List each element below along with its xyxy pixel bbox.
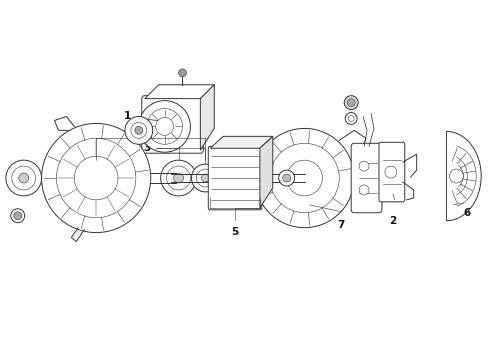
Polygon shape [446,131,481,221]
Circle shape [348,116,354,121]
Polygon shape [145,85,214,99]
Circle shape [14,212,22,220]
Circle shape [287,160,322,196]
Text: 5: 5 [231,227,239,237]
Circle shape [139,100,191,152]
Circle shape [196,169,214,187]
FancyBboxPatch shape [351,143,382,213]
Circle shape [192,164,219,192]
FancyBboxPatch shape [208,146,262,210]
Text: 3: 3 [144,143,151,153]
Circle shape [344,96,358,109]
Polygon shape [210,136,273,148]
Circle shape [147,109,182,144]
Circle shape [167,166,191,190]
Circle shape [173,173,183,183]
Circle shape [345,113,357,125]
FancyBboxPatch shape [142,96,203,153]
Circle shape [283,174,291,182]
Circle shape [359,185,369,195]
Text: 2: 2 [389,216,396,226]
Circle shape [156,117,173,135]
Polygon shape [260,136,273,208]
Text: 4: 4 [147,118,154,129]
Circle shape [385,166,397,178]
Circle shape [19,173,29,183]
Circle shape [255,129,354,228]
Circle shape [279,170,294,186]
Circle shape [6,160,42,196]
Circle shape [270,143,339,213]
Circle shape [74,156,118,200]
Circle shape [12,166,36,190]
Circle shape [161,160,196,196]
Text: 1: 1 [123,112,131,121]
Text: 7: 7 [338,220,345,230]
Circle shape [135,126,143,134]
Circle shape [201,174,209,182]
Circle shape [56,138,136,218]
Text: 3: 3 [265,195,272,205]
Text: 6: 6 [463,208,470,218]
Circle shape [42,123,151,233]
Circle shape [178,69,187,77]
Circle shape [347,99,355,107]
Polygon shape [200,85,214,150]
Circle shape [11,209,24,223]
FancyBboxPatch shape [379,142,405,202]
Circle shape [125,117,153,144]
Circle shape [449,169,464,183]
Circle shape [359,161,369,171]
Circle shape [131,122,147,138]
